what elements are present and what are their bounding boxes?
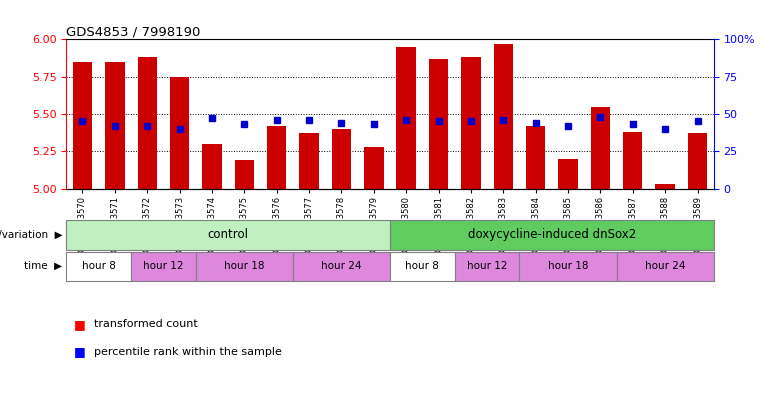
- Bar: [655, 184, 675, 189]
- Bar: [293, 252, 390, 281]
- Bar: [623, 132, 643, 189]
- Bar: [73, 62, 92, 189]
- Text: hour 8: hour 8: [406, 261, 439, 271]
- Text: hour 8: hour 8: [82, 261, 115, 271]
- Text: ■: ■: [74, 318, 86, 331]
- Bar: [66, 220, 390, 250]
- Text: hour 24: hour 24: [645, 261, 686, 271]
- Bar: [170, 77, 190, 189]
- Bar: [688, 133, 707, 189]
- Bar: [202, 144, 222, 189]
- Text: hour 18: hour 18: [548, 261, 588, 271]
- Bar: [364, 147, 384, 189]
- Bar: [105, 62, 125, 189]
- Bar: [390, 220, 714, 250]
- Bar: [494, 44, 513, 189]
- Bar: [137, 57, 157, 189]
- Text: control: control: [207, 228, 249, 241]
- Text: percentile rank within the sample: percentile rank within the sample: [94, 347, 282, 357]
- Bar: [300, 133, 319, 189]
- Bar: [526, 126, 545, 189]
- Text: genotype/variation  ▶: genotype/variation ▶: [0, 230, 62, 240]
- Bar: [196, 252, 293, 281]
- Text: doxycycline-induced dnSox2: doxycycline-induced dnSox2: [468, 228, 636, 241]
- Bar: [590, 107, 610, 189]
- Bar: [390, 252, 455, 281]
- Bar: [66, 252, 131, 281]
- Bar: [519, 252, 617, 281]
- Bar: [332, 129, 351, 189]
- Text: time  ▶: time ▶: [24, 261, 62, 271]
- Bar: [131, 252, 196, 281]
- Bar: [617, 252, 714, 281]
- Text: hour 18: hour 18: [224, 261, 264, 271]
- Text: hour 12: hour 12: [144, 261, 183, 271]
- Bar: [461, 57, 480, 189]
- Text: ■: ■: [74, 345, 86, 358]
- Bar: [558, 159, 578, 189]
- Text: transformed count: transformed count: [94, 319, 197, 329]
- Text: hour 12: hour 12: [467, 261, 507, 271]
- Text: GDS4853 / 7998190: GDS4853 / 7998190: [66, 25, 200, 38]
- Text: hour 24: hour 24: [321, 261, 362, 271]
- Bar: [455, 252, 519, 281]
- Bar: [267, 126, 286, 189]
- Bar: [235, 160, 254, 189]
- Bar: [429, 59, 448, 189]
- Bar: [396, 47, 416, 189]
